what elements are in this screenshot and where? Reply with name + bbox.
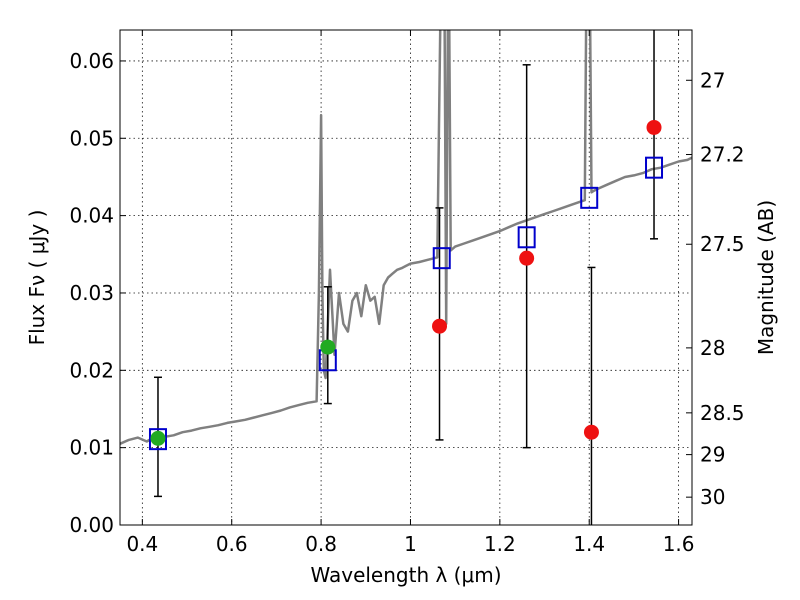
axis-ticks [120,30,692,526]
spectrum-line [120,30,692,445]
detection-point [320,339,336,355]
model-point [148,428,167,451]
x-axis-label: Wavelength λ (μm) [310,563,501,587]
y2-tick-label: 27.5 [700,232,745,256]
error-bars [153,30,659,525]
y-tick-label: 0.02 [69,358,114,382]
y2-tick-label: 30 [700,485,725,509]
y-tick-label: 0.06 [69,49,114,73]
x-tick-label: 1.4 [573,532,605,556]
y2-tick-labels: 27 27.2 27.5 28 28.5 29 30 [700,68,745,509]
y2-tick-label: 28 [700,336,725,360]
measurement-point [583,424,599,440]
data-markers [148,119,664,451]
model-point [645,156,664,179]
plot-frame [119,29,693,526]
y2-tick-label: 28.5 [700,401,745,425]
y2-axis-label: Magnitude (AB) [754,200,778,355]
y-tick-labels: 0.00 0.01 0.02 0.03 0.04 0.05 0.06 [69,49,114,537]
y-axis-label: Flux Fν ( μJy ) [25,210,49,346]
x-tick-label: 0.8 [305,532,337,556]
y-tick-label: 0.04 [69,204,114,228]
measurement-point [646,119,662,135]
y-tick-label: 0.05 [69,126,114,150]
y-tick-label: 0.00 [69,513,114,537]
x-tick-label: 1.6 [663,532,695,556]
x-tick-label: 0.6 [216,532,248,556]
x-tick-label: 1 [404,532,417,556]
x-tick-labels: 0.4 0.6 0.8 1 1.2 1.4 1.6 [126,532,694,556]
x-tick-label: 1.2 [484,532,516,556]
y2-tick-label: 29 [700,443,725,467]
measurement-point [432,318,448,334]
y2-tick-label: 27 [700,68,725,92]
y-tick-label: 0.03 [69,281,114,305]
model-point [432,247,451,270]
model-point [517,226,536,249]
x-tick-label: 0.4 [126,532,158,556]
spectrum-series [120,30,692,445]
y-tick-label: 0.01 [69,436,114,460]
y2-tick-label: 27.2 [700,143,745,167]
grid-lines [120,30,692,525]
model-point [580,186,599,209]
detection-point [150,430,166,446]
measurement-point [519,250,535,266]
